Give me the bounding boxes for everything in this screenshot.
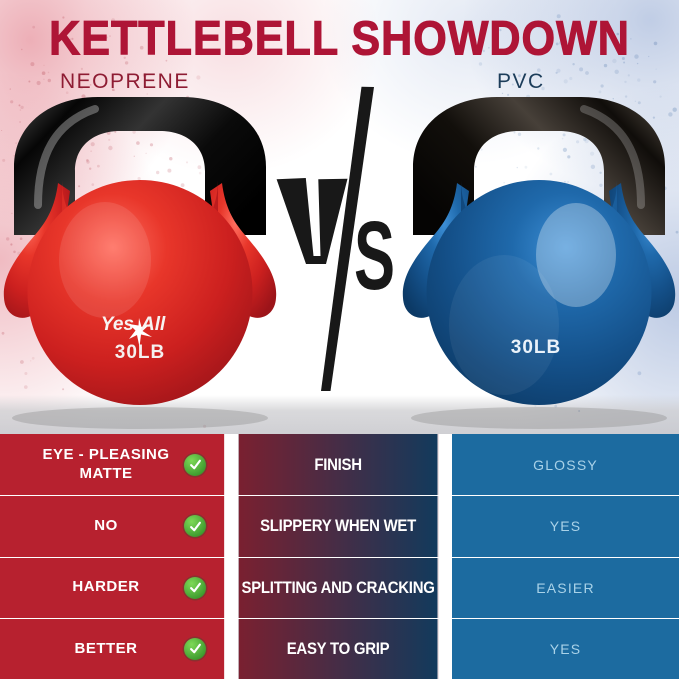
- svg-text:S: S: [354, 202, 395, 311]
